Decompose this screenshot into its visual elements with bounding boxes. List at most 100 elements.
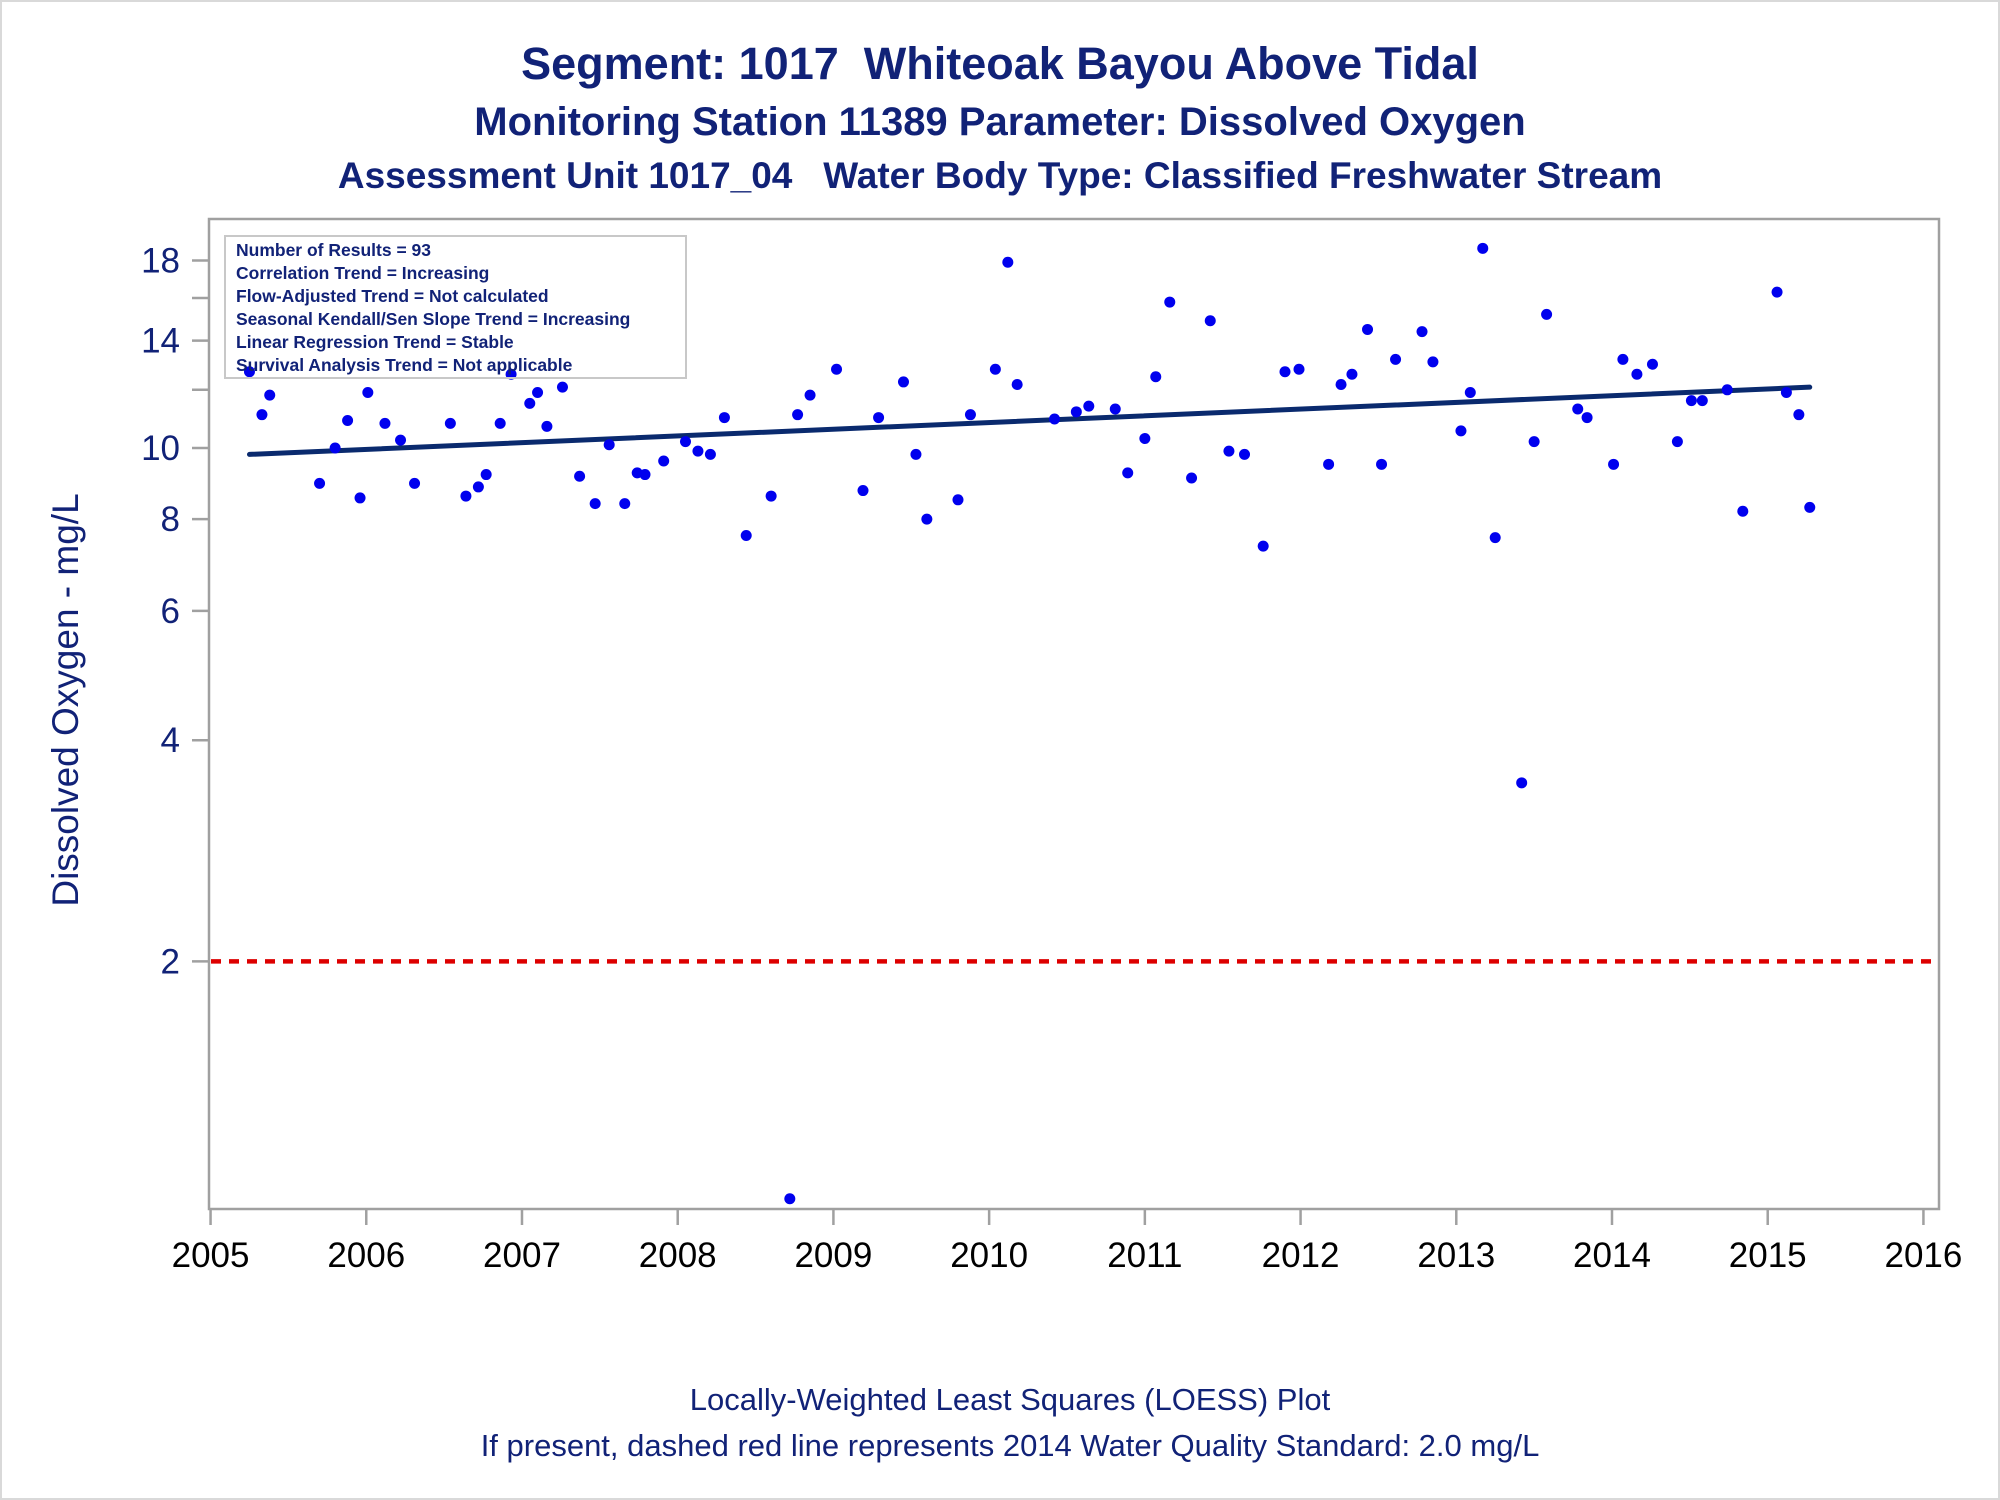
data-point: [589, 498, 601, 510]
data-point: [1696, 395, 1708, 407]
data-point: [314, 477, 326, 489]
y-tick-label: 4: [161, 721, 180, 760]
data-point: [395, 434, 407, 446]
data-point: [1122, 467, 1134, 479]
data-point: [1455, 425, 1467, 437]
data-point: [541, 420, 553, 432]
chart-subtitle-2: Assessment Unit 1017_04 Water Body Type:…: [337, 155, 1663, 196]
data-point: [1477, 242, 1489, 254]
y-axis: 2 4 6 8 10 14 18: [141, 241, 209, 981]
data-point: [989, 363, 1001, 375]
data-point: [532, 386, 544, 398]
data-point: [505, 368, 517, 380]
data-point: [718, 412, 730, 424]
data-point: [1376, 458, 1388, 470]
data-point: [1070, 406, 1082, 418]
data-point: [256, 409, 268, 421]
data-point: [704, 448, 716, 460]
stats-line: Flow-Adjusted Trend = Not calculated: [236, 286, 549, 306]
data-point: [460, 490, 472, 502]
y-tick-label: 6: [161, 592, 180, 631]
data-point: [1323, 458, 1335, 470]
data-point: [1608, 458, 1620, 470]
data-point: [857, 485, 869, 497]
data-point: [603, 439, 615, 451]
x-axis: 2005 2006 2007 2008 2009 2010 2011 2012 2013 2014…: [172, 1209, 1962, 1275]
data-point: [964, 409, 976, 421]
x-tick-label: 2005: [172, 1236, 250, 1275]
data-point: [1581, 412, 1593, 424]
data-point: [910, 448, 922, 460]
data-point: [1279, 366, 1291, 378]
data-point: [342, 414, 354, 426]
data-point: [409, 477, 421, 489]
data-point: [952, 494, 964, 506]
stats-line: Linear Regression Trend = Stable: [236, 332, 514, 352]
data-point: [1257, 540, 1269, 552]
x-tick-label: 2016: [1884, 1236, 1962, 1275]
x-tick-label: 2014: [1573, 1236, 1651, 1275]
data-point: [444, 417, 456, 429]
data-point: [1780, 386, 1792, 398]
x-tick-label: 2008: [639, 1236, 717, 1275]
x-tick-label: 2009: [794, 1236, 872, 1275]
footnote-standard: If present, dashed red line represents 2…: [480, 1428, 1540, 1463]
data-point: [897, 376, 909, 388]
data-point: [524, 397, 536, 409]
data-point: [1464, 386, 1476, 398]
data-point: [765, 490, 777, 502]
data-point: [1109, 403, 1121, 415]
data-point: [1049, 413, 1061, 425]
stats-line: Number of Results = 93: [236, 240, 431, 260]
data-point: [1617, 353, 1629, 365]
y-tick-label: 2: [161, 942, 180, 981]
data-point: [243, 366, 255, 378]
x-tick-label: 2013: [1417, 1236, 1495, 1275]
data-point: [1335, 379, 1347, 391]
footnote-loess: Locally-Weighted Least Squares (LOESS) P…: [689, 1382, 1331, 1417]
data-point: [1427, 356, 1439, 368]
data-point: [1771, 286, 1783, 298]
stats-line: Correlation Trend = Increasing: [236, 263, 489, 283]
data-point: [1804, 501, 1816, 513]
data-point: [1631, 368, 1643, 380]
data-point: [658, 455, 670, 467]
y-tick-label: 18: [141, 241, 180, 280]
data-point: [574, 470, 586, 482]
x-tick-label: 2012: [1262, 1236, 1340, 1275]
x-tick-label: 2006: [327, 1236, 405, 1275]
data-point: [792, 409, 804, 421]
stats-box-border: [224, 235, 687, 379]
trend-line: [246, 384, 1813, 457]
data-point: [1685, 395, 1697, 407]
stats-box: Number of Results = 93 Correlation Trend…: [224, 235, 687, 379]
data-point: [480, 469, 492, 481]
data-point: [1239, 448, 1251, 460]
data-point: [329, 442, 341, 454]
data-point: [379, 417, 391, 429]
stats-line: Seasonal Kendall/Sen Slope Trend = Incre…: [236, 309, 630, 329]
data-point: [1011, 379, 1023, 391]
data-point: [1416, 326, 1428, 338]
y-axis-label: Dissolved Oxygen - mg/L: [45, 493, 86, 906]
data-point: [556, 381, 568, 393]
data-point: [1204, 315, 1216, 327]
data-point: [1362, 323, 1374, 335]
plot-area: [207, 217, 1941, 1211]
data-point: [1528, 436, 1540, 448]
data-point: [1223, 445, 1235, 457]
y-tick-label: 14: [141, 322, 180, 361]
data-point: [1793, 409, 1805, 421]
data-point: [1721, 384, 1733, 396]
y-tick-label: 10: [141, 429, 180, 468]
data-point: [679, 436, 691, 448]
data-point: [804, 389, 816, 401]
x-tick-label: 2011: [1107, 1236, 1182, 1275]
x-tick-label: 2015: [1729, 1236, 1807, 1275]
data-point: [1083, 400, 1095, 412]
data-point: [1293, 363, 1305, 375]
data-point: [1671, 436, 1683, 448]
data-point: [1390, 353, 1402, 365]
chart-subtitle: Monitoring Station 11389 Parameter: Diss…: [474, 100, 1526, 144]
